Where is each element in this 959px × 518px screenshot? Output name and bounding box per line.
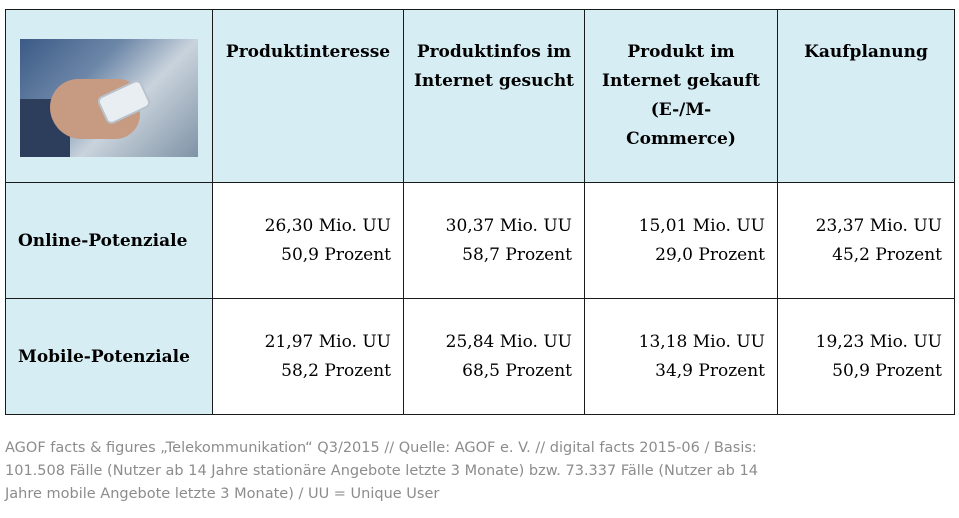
cell-pct: 50,9 Prozent — [281, 244, 391, 265]
header-image-cell — [5, 9, 213, 183]
header-label-line: Commerce) — [626, 129, 736, 149]
table-cell: 26,30 Mio. UU 50,9 Prozent — [212, 182, 404, 299]
row-label-mobile: Mobile-Potenziale — [5, 298, 213, 415]
cell-pct: 58,7 Prozent — [462, 244, 572, 265]
table-row: Online-Potenziale 26,30 Mio. UU 50,9 Pro… — [5, 182, 955, 299]
source-footnote: AGOF facts & figures „Telekommunikation“… — [5, 437, 925, 506]
footnote-line: Jahre mobile Angebote letzte 3 Monate) /… — [5, 486, 440, 502]
footnote-line: AGOF facts & figures „Telekommunikation“… — [5, 440, 757, 456]
header-produktinfos: Produktinfos im Internet gesucht — [403, 9, 585, 183]
header-label: Kaufplanung — [804, 42, 928, 62]
cell-uu: 30,37 Mio. UU — [445, 215, 572, 236]
cell-pct: 34,9 Prozent — [655, 360, 765, 381]
table-cell: 25,84 Mio. UU 68,5 Prozent — [403, 298, 585, 415]
header-label-line: Internet gesucht — [413, 71, 575, 91]
table-row: Mobile-Potenziale 21,97 Mio. UU 58,2 Pro… — [5, 298, 955, 415]
table-cell: 23,37 Mio. UU 45,2 Prozent — [777, 182, 955, 299]
table-cell: 15,01 Mio. UU 29,0 Prozent — [584, 182, 778, 299]
header-produkt-gekauft: Produkt im Internet gekauft (E-/M- Comme… — [584, 9, 778, 183]
header-produktinteresse: Produktinteresse — [212, 9, 404, 183]
cell-pct: 58,2 Prozent — [281, 360, 391, 381]
smartphone-hand-photo — [20, 39, 198, 157]
cell-pct: 68,5 Prozent — [462, 360, 572, 381]
footnote-line: 101.508 Fälle (Nutzer ab 14 Jahre statio… — [5, 463, 758, 479]
cell-pct: 50,9 Prozent — [832, 360, 942, 381]
table-cell: 30,37 Mio. UU 58,7 Prozent — [403, 182, 585, 299]
cell-pct: 29,0 Prozent — [655, 244, 765, 265]
cell-uu: 13,18 Mio. UU — [638, 331, 765, 352]
header-label-line: Produkt im — [627, 42, 735, 62]
table-cell: 19,23 Mio. UU 50,9 Prozent — [777, 298, 955, 415]
cell-uu: 21,97 Mio. UU — [264, 331, 391, 352]
cell-uu: 23,37 Mio. UU — [815, 215, 942, 236]
row-label-online: Online-Potenziale — [5, 182, 213, 299]
header-label-line: Internet gekauft — [602, 71, 760, 91]
table-cell: 21,97 Mio. UU 58,2 Prozent — [212, 298, 404, 415]
cell-pct: 45,2 Prozent — [832, 244, 942, 265]
header-label-line: (E-/M- — [650, 100, 712, 120]
header-kaufplanung: Kaufplanung — [777, 9, 955, 183]
cell-uu: 25,84 Mio. UU — [445, 331, 572, 352]
cell-uu: 15,01 Mio. UU — [638, 215, 765, 236]
table-cell: 13,18 Mio. UU 34,9 Prozent — [584, 298, 778, 415]
data-table: Produktinteresse Produktinfos im Interne… — [5, 9, 955, 415]
cell-uu: 26,30 Mio. UU — [264, 215, 391, 236]
header-label: Produktinteresse — [225, 42, 391, 62]
header-label-line: Produktinfos im — [416, 42, 572, 62]
cell-uu: 19,23 Mio. UU — [815, 331, 942, 352]
